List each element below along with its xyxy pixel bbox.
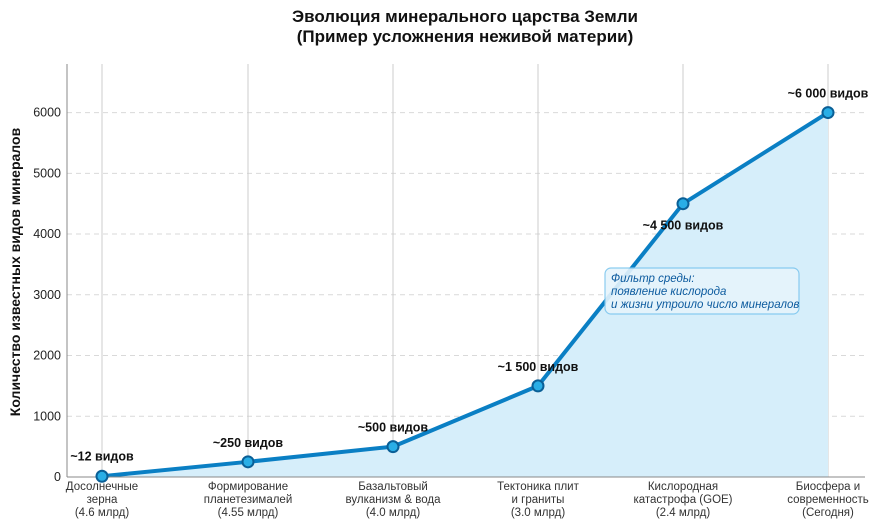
annotation-box — [604, 267, 800, 315]
y-axis-label: Количество известных видов минералов — [7, 127, 23, 416]
data-point — [95, 469, 109, 483]
x-tick-label: Досолнечные зерна (4.6 млрд) — [66, 481, 138, 519]
x-tick-label: Биосфера и современность (Сегодня) — [787, 481, 869, 519]
data-point — [531, 379, 545, 393]
y-tick-label: 5000 — [33, 166, 61, 180]
y-tick-label: 6000 — [33, 106, 61, 120]
y-tick-label: 1000 — [33, 409, 61, 423]
annotation-text: Фильтр среды: — [611, 273, 695, 285]
data-labels: ~12 видов ~250 видов ~500 видов ~1 500 видо… — [70, 87, 868, 464]
data-label: ~250 видов — [213, 436, 284, 450]
annotation-text: и жизни утроило число минералов — [611, 299, 799, 311]
data-point — [676, 197, 690, 211]
area-fill — [102, 112, 828, 478]
x-tick-label: Базальтовый вулканизм & вода (4.0 млрд) — [346, 481, 442, 519]
annotation-text: появление кислорода — [611, 286, 726, 298]
series-line — [100, 110, 830, 479]
chart-subtitle: (Пример усложнения неживой материи) — [297, 27, 634, 46]
data-point — [386, 440, 400, 454]
y-tick-label: 3000 — [33, 288, 61, 302]
data-label: ~500 видов — [358, 421, 429, 435]
y-tick-label: 4000 — [33, 227, 61, 241]
x-tick-label: Формирование планетезималей (4.55 млрд) — [204, 481, 293, 519]
markers — [95, 106, 835, 483]
x-tick-label: Кислородная катастрофа (GOE) (2.4 млрд) — [633, 481, 732, 519]
series-line-group — [100, 110, 830, 479]
data-point — [241, 455, 255, 469]
y-tick-label: 0 — [54, 470, 61, 484]
y-tick-label: 2000 — [33, 349, 61, 363]
x-tick-label: Тектоника плит и граниты (3.0 млрд) — [497, 481, 579, 519]
axes: 0 1000 2000 3000 4000 5000 6000 Досолнечные зерн… — [33, 64, 869, 519]
data-label: ~4 500 видов — [643, 219, 724, 233]
area-under-curve — [102, 112, 828, 478]
data-label: ~12 видов — [70, 449, 134, 463]
chart-title: Эволюция минерального царства Земли — [292, 7, 638, 26]
data-label: ~1 500 видов — [498, 360, 579, 374]
data-point — [821, 106, 835, 120]
data-label: ~6 000 видов — [788, 87, 869, 101]
